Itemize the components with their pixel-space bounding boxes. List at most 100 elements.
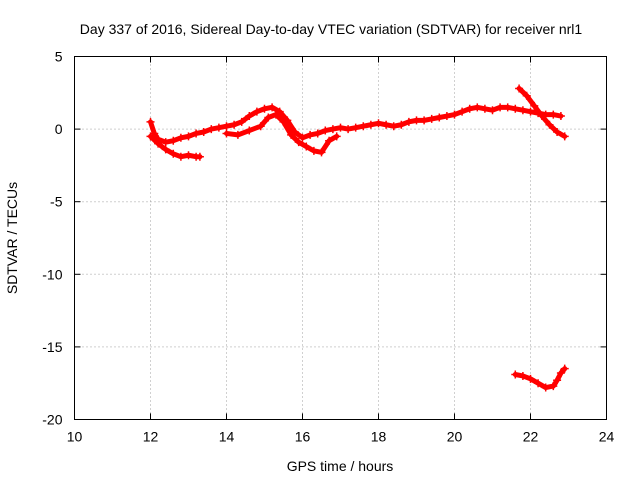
y-tick-label: -5 [50, 194, 63, 210]
data-point-plus-marker [435, 113, 444, 122]
data-point-plus-marker [344, 125, 353, 134]
data-point-plus-marker [271, 110, 280, 119]
y-axis-ticks: 5 0 -5 -10 -15 -20 [42, 49, 607, 428]
data-point-plus-marker [309, 146, 318, 155]
data-point-plus-marker [230, 120, 239, 129]
data-point-plus-marker [256, 122, 265, 131]
data-point-plus-marker [412, 116, 421, 125]
data-point-plus-marker [534, 379, 543, 388]
chart-title: Day 337 of 2016, Sidereal Day-to-day VTE… [80, 21, 583, 37]
series-branch-14h [222, 110, 341, 157]
data-point-plus-marker [154, 139, 163, 148]
data-point-plus-marker [321, 126, 330, 135]
data-point-plus-marker [222, 122, 231, 131]
data-point-plus-marker [450, 110, 459, 119]
data-point-plus-marker [511, 370, 520, 379]
data-point-plus-marker [473, 103, 482, 112]
x-axis-label: GPS time / hours [287, 458, 394, 474]
data-point-plus-marker [553, 376, 562, 385]
data-point-plus-marker [146, 132, 155, 141]
data-point-plus-marker [530, 101, 539, 110]
data-point-plus-marker [252, 107, 261, 116]
data-point-plus-marker [264, 113, 273, 122]
data-point-plus-marker [556, 112, 565, 121]
data-point-plus-marker [389, 122, 398, 131]
data-point-plus-marker [480, 104, 489, 113]
data-point-plus-marker [317, 148, 326, 157]
data-point-plus-marker [515, 84, 524, 93]
data-point-plus-marker [287, 130, 296, 139]
data-point-plus-marker [518, 106, 527, 115]
data-point-plus-marker [522, 91, 531, 100]
series-descending-branch-22h [515, 84, 569, 141]
data-point-plus-marker [374, 119, 383, 128]
data-point-plus-marker [496, 103, 505, 112]
data-point-plus-marker [549, 382, 558, 391]
data-point-plus-marker [161, 138, 170, 147]
y-tick-label: -15 [42, 339, 62, 355]
data-point-plus-marker [325, 136, 334, 145]
data-point-plus-marker [207, 125, 216, 134]
data-point-plus-marker [427, 114, 436, 123]
data-point-plus-marker [222, 129, 231, 138]
data-point-plus-marker [298, 133, 307, 142]
x-tick-label: 10 [67, 429, 83, 445]
data-point-plus-marker [146, 117, 155, 126]
data-point-plus-marker [306, 130, 315, 139]
series-lower-branch-12h [146, 132, 204, 161]
y-tick-label: -10 [42, 266, 62, 282]
data-point-plus-marker [359, 122, 368, 131]
data-point-plus-marker [245, 126, 254, 135]
x-tick-label: 20 [447, 429, 463, 445]
data-point-plus-marker [313, 129, 322, 138]
data-point-plus-marker [328, 125, 337, 134]
data-point-plus-marker [199, 128, 208, 137]
data-point-plus-marker [260, 104, 269, 113]
data-point-plus-marker [176, 152, 185, 161]
data-point-plus-marker [526, 107, 535, 116]
data-point-plus-marker [560, 364, 569, 373]
x-tick-label: 18 [371, 429, 387, 445]
data-point-plus-marker [518, 371, 527, 380]
data-point-plus-marker [366, 120, 375, 129]
data-point-plus-marker [294, 138, 303, 147]
series-isolated-low-segment [511, 364, 569, 392]
data-point-plus-marker [404, 117, 413, 126]
x-tick-label: 14 [219, 429, 235, 445]
series-main-track [146, 103, 565, 147]
data-point-plus-marker [553, 128, 562, 137]
x-axis-ticks: 10 12 14 16 18 20 22 24 [67, 56, 615, 445]
data-point-plus-marker [332, 132, 341, 141]
data-point-plus-marker [545, 120, 554, 129]
x-tick-label: 16 [295, 429, 311, 445]
data-point-plus-marker [195, 152, 204, 161]
data-point-plus-marker [397, 120, 406, 129]
x-tick-label: 24 [599, 429, 615, 445]
data-point-plus-marker [382, 120, 391, 129]
data-point-plus-marker [245, 112, 254, 121]
plot-frame [74, 56, 607, 420]
data-point-plus-marker [526, 374, 535, 383]
x-tick-label: 12 [143, 429, 159, 445]
y-tick-label: 5 [55, 49, 63, 65]
data-point-plus-marker [458, 107, 467, 116]
data-point-plus-marker [351, 123, 360, 132]
data-point-plus-marker [279, 117, 288, 126]
data-point-plus-marker [560, 132, 569, 141]
data-point-plus-marker [161, 145, 170, 154]
data-point-plus-marker [488, 106, 497, 115]
data-point-plus-marker [556, 369, 565, 378]
data-point-plus-marker [549, 110, 558, 119]
data-point-plus-marker [233, 130, 242, 139]
data-point-plus-marker [192, 129, 201, 138]
data-point-plus-marker [541, 383, 550, 392]
data-point-plus-marker [176, 133, 185, 142]
data-series [146, 84, 569, 392]
y-axis-label: SDTVAR / TECUs [4, 182, 20, 294]
data-point-plus-marker [302, 142, 311, 151]
data-point-plus-marker [442, 112, 451, 121]
data-point-plus-marker [465, 104, 474, 113]
data-point-plus-marker [503, 103, 512, 112]
